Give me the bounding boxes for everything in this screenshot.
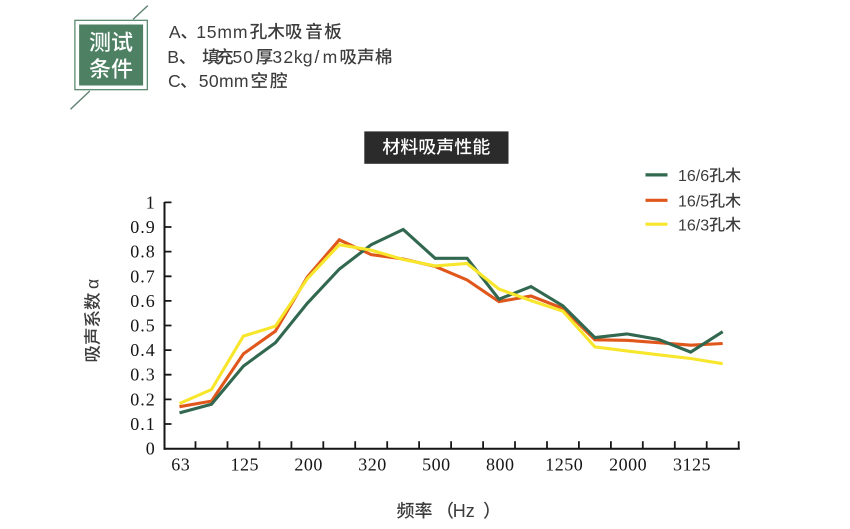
svg-text:16/6: 16/6 (678, 168, 709, 185)
svg-text:0.6: 0.6 (130, 291, 156, 311)
svg-text:0.9: 0.9 (130, 217, 156, 237)
svg-text:16/3: 16/3 (678, 217, 709, 234)
svg-text:0.3: 0.3 (130, 365, 156, 385)
svg-text:kg: kg (294, 47, 313, 67)
svg-text:0.7: 0.7 (130, 266, 156, 286)
svg-text:200: 200 (294, 455, 323, 475)
svg-text:15mm: 15mm (196, 22, 248, 42)
svg-text:32: 32 (272, 47, 294, 67)
svg-text:50: 50 (233, 47, 255, 67)
svg-text:500: 500 (422, 455, 451, 475)
svg-text:1: 1 (146, 192, 156, 212)
svg-text:800: 800 (486, 455, 515, 475)
svg-text:B: B (167, 47, 179, 67)
svg-text:1250: 1250 (545, 455, 583, 475)
svg-text:50mm: 50mm (199, 71, 249, 91)
svg-text:α: α (83, 279, 103, 289)
svg-text:A: A (169, 22, 181, 42)
svg-text:3125: 3125 (673, 455, 711, 475)
svg-text:/: / (315, 47, 320, 67)
svg-text:0.8: 0.8 (130, 242, 156, 262)
svg-text:125: 125 (230, 455, 259, 475)
svg-text:0.4: 0.4 (130, 340, 156, 360)
svg-text:320: 320 (358, 455, 387, 475)
svg-text:Hz: Hz (453, 501, 475, 521)
svg-text:63: 63 (171, 455, 190, 475)
svg-text:C: C (168, 71, 181, 91)
svg-text:0.5: 0.5 (130, 316, 156, 336)
svg-text:0.1: 0.1 (130, 414, 156, 434)
svg-text:0: 0 (146, 439, 156, 459)
svg-text:0.2: 0.2 (130, 389, 156, 409)
svg-text:16/5: 16/5 (678, 193, 709, 210)
svg-text:m: m (323, 47, 338, 67)
svg-text:2000: 2000 (609, 455, 647, 475)
